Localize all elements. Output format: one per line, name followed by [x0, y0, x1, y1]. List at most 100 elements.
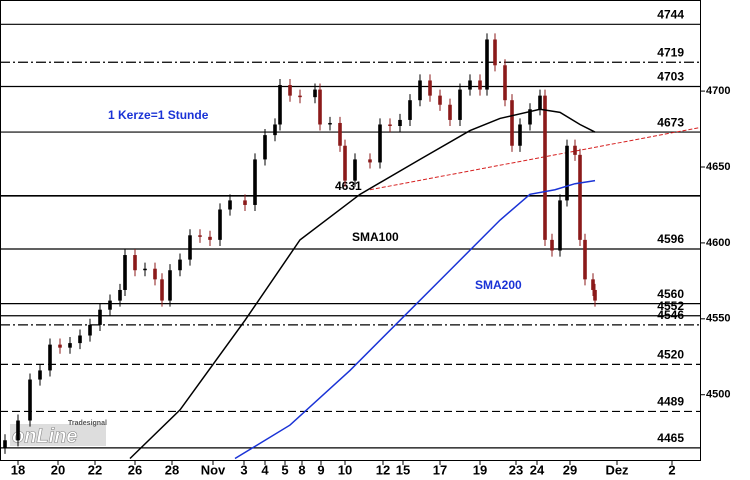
candle-body: [378, 124, 382, 163]
candle-body: [3, 440, 7, 448]
candle-body: [198, 235, 202, 237]
candle-body: [68, 343, 72, 348]
candle-body: [228, 200, 232, 210]
candle-body: [58, 344, 62, 348]
candle-body: [48, 344, 52, 371]
candle-body: [438, 95, 442, 105]
candle-body: [583, 239, 587, 280]
logo: Tradesignal onLine: [10, 420, 107, 448]
candle-body: [565, 145, 569, 201]
level-label: 4560: [657, 287, 684, 301]
candle-body: [123, 255, 127, 290]
candle-body: [188, 235, 192, 260]
candle-body: [328, 122, 332, 125]
candle-body: [98, 309, 102, 325]
candle-body: [168, 270, 172, 301]
candle-body: [38, 370, 42, 380]
x-tick-label: 9: [317, 462, 324, 477]
candle-body: [118, 289, 122, 301]
level-label: 4596: [657, 232, 684, 246]
candle-body: [243, 200, 247, 205]
x-tick-label: 19: [473, 462, 487, 477]
level-label: 4744: [657, 7, 684, 21]
candle-body: [318, 89, 322, 125]
candle-body: [418, 80, 422, 101]
candle-body: [218, 209, 222, 240]
candle-body: [16, 420, 20, 441]
candle-body: [353, 159, 357, 181]
candle-body: [263, 135, 267, 160]
candle-body: [143, 268, 147, 271]
plot-frame: [0, 0, 701, 461]
candle-body: [485, 39, 489, 90]
candle-body: [578, 154, 582, 240]
candle-body: [153, 268, 157, 280]
candle-body: [288, 85, 292, 96]
candle-body: [388, 124, 392, 127]
candle-body: [493, 39, 497, 66]
x-tick-label: 8: [298, 462, 305, 477]
candle-body: [398, 119, 402, 127]
x-tick-label: Dez: [605, 462, 629, 477]
x-tick-label: 17: [433, 462, 447, 477]
candle-body: [160, 279, 164, 301]
candle-body: [510, 100, 514, 146]
sma-line: [129, 108, 596, 460]
y-tick-label: 4500: [706, 389, 730, 401]
series-label: SMA100: [352, 230, 399, 244]
trendline: [369, 127, 701, 191]
x-tick-label: 12: [376, 462, 390, 477]
x-tick-label: 20: [51, 462, 65, 477]
x-tick-label: 24: [530, 462, 545, 477]
x-tick-label: 3: [240, 462, 247, 477]
y-tick-label: 4650: [706, 161, 730, 173]
level-label: 4546: [657, 308, 684, 322]
x-tick-label: 15: [396, 462, 410, 477]
candle-body: [343, 145, 347, 181]
candle-body: [253, 159, 257, 205]
candle-body: [338, 122, 342, 146]
y-tick-label: 4550: [706, 313, 730, 325]
candle-body: [78, 335, 82, 344]
x-tick-label: 29: [563, 462, 577, 477]
candle-body: [528, 109, 532, 125]
level-label: 4520: [657, 348, 684, 362]
x-tick-label: 18: [11, 462, 25, 477]
candle-body: [593, 289, 597, 301]
candle-body: [591, 279, 595, 290]
candle-body: [503, 65, 507, 101]
y-tick-label: 4600: [706, 237, 730, 249]
x-tick-label: 10: [338, 462, 352, 477]
logo-word: onLine: [12, 425, 78, 447]
candle-body: [178, 259, 182, 271]
candle-body: [550, 239, 554, 251]
candle-body: [518, 124, 522, 146]
candle-body: [478, 80, 482, 90]
candle-body: [208, 236, 212, 240]
sma-line: [234, 179, 596, 460]
candle-body: [428, 80, 432, 96]
x-tick-label: 5: [281, 462, 288, 477]
x-tick-label: 22: [88, 462, 102, 477]
x-tick-label: 23: [509, 462, 523, 477]
level-label: 4703: [657, 70, 684, 84]
level-annotation: 4631: [335, 179, 362, 193]
level-label: 4719: [657, 45, 684, 59]
x-tick-label: 28: [165, 462, 179, 477]
candle-body: [543, 95, 547, 240]
level-label: 4465: [657, 431, 684, 445]
level-label: 4489: [657, 395, 684, 409]
candle-body: [458, 89, 462, 120]
logo-box: [10, 424, 106, 446]
candle-body: [273, 124, 277, 136]
candle-body: [133, 255, 137, 271]
candle-body: [538, 95, 542, 110]
x-tick-label: 26: [128, 462, 142, 477]
candle-body: [408, 100, 412, 120]
x-tick-label: 2: [668, 462, 675, 477]
candle-body: [313, 89, 317, 98]
series-label: SMA200: [475, 278, 522, 292]
candle-body: [368, 159, 372, 163]
